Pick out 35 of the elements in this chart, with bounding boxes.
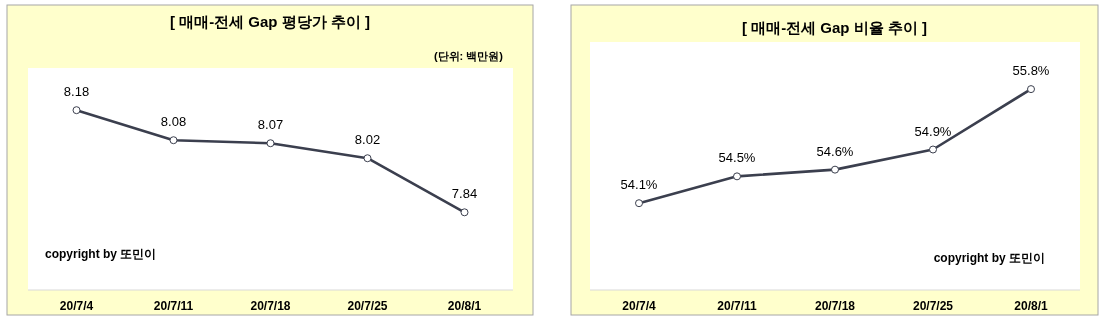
point xyxy=(460,208,469,217)
data-label: 8.02 xyxy=(354,132,381,148)
data-label: 8.08 xyxy=(160,114,187,130)
data-label: 8.18 xyxy=(63,84,90,100)
x-tick-label: 20/7/11 xyxy=(153,299,194,313)
data-label: 54.9% xyxy=(914,123,952,139)
x-tick-label: 20/7/25 xyxy=(912,299,954,313)
data-label: 54.1% xyxy=(620,177,658,193)
point xyxy=(169,136,178,145)
point xyxy=(733,172,741,181)
point xyxy=(929,145,937,154)
data-label: 54.6% xyxy=(816,143,854,159)
x-tick-label: 20/7/18 xyxy=(250,299,291,313)
x-tick-label: 20/7/4 xyxy=(622,299,656,313)
data-label: 54.5% xyxy=(718,150,756,166)
chart-title: [ 매매-전세 Gap 비율 추이 ] xyxy=(742,19,927,36)
point xyxy=(1027,85,1035,94)
point xyxy=(266,139,275,148)
x-tick-label: 20/7/18 xyxy=(814,299,856,313)
point xyxy=(363,154,372,163)
data-label: 7.84 xyxy=(451,186,478,202)
point xyxy=(635,199,643,208)
text: copyright by 또민이 xyxy=(933,251,1045,265)
x-tick-label: 20/7/25 xyxy=(347,299,388,313)
chart-title: [ 매매-전세 Gap 평당가 추이 ] xyxy=(170,13,370,30)
chart-subtitle: (단위: 백만원) xyxy=(433,50,504,62)
x-tick-label: 20/7/11 xyxy=(717,299,758,313)
point xyxy=(831,165,839,174)
x-tick-label: 20/8/1 xyxy=(1014,299,1048,313)
x-tick-label: 20/8/1 xyxy=(447,299,482,313)
data-label: 55.8% xyxy=(1012,63,1050,79)
x-tick-label: 20/7/4 xyxy=(59,299,94,313)
point xyxy=(72,106,81,115)
text: copyright by 또민이 xyxy=(45,247,157,261)
data-label: 8.07 xyxy=(257,117,284,133)
